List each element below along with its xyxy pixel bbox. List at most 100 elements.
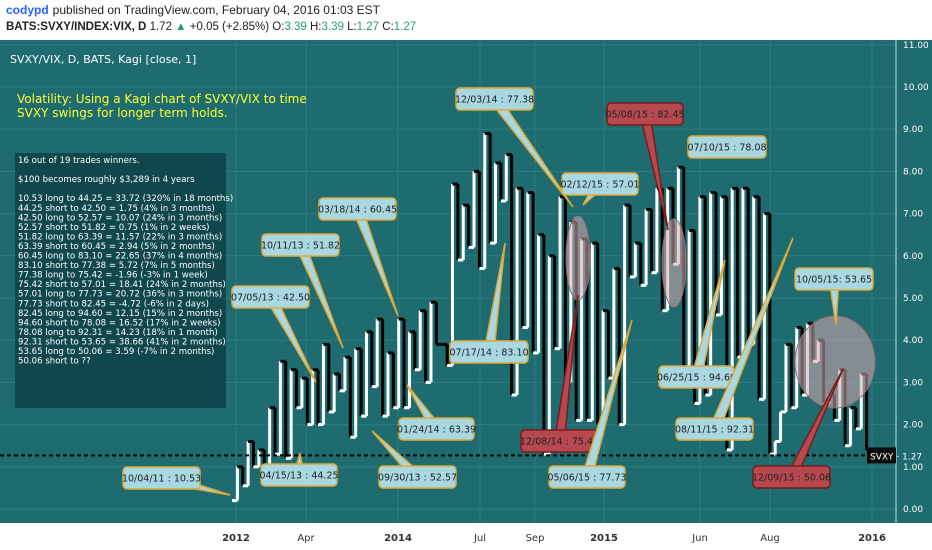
callout-box [231,285,310,309]
callout: 01/24/14 : 63.39 [397,384,476,441]
highlight-ellipse [661,218,687,308]
callout-box [675,417,754,441]
y-tick-label: 7.00 [903,210,923,220]
callout-box [548,465,626,489]
stats-line: 82.45 long to 94.60 = 12.15 (15% in 2 mo… [18,309,222,319]
callout: 10/05/15: 53.65 [794,267,874,326]
x-tick-label: Apr [297,533,315,544]
stats-line: 63.39 short to 60.45 = 2.94 (5% in 2 mon… [18,242,215,252]
callout: 12/03/14 : 77.38 [455,87,574,208]
stats-line: 10.53 long to 44.25 = 33.72 (320% in 18 … [18,194,233,204]
x-tick-label: Sep [526,533,545,544]
callout: 07/05/13 : 42.50 [231,285,317,383]
callout: 12/09/15 : 50.06 [752,368,844,489]
callout-label: 10/04/11 : 10.53 [122,474,201,485]
callout: 03/18/14 : 60.45 [318,197,399,317]
callout: 10/04/11 : 10.53 [122,466,231,496]
symbol-line: BATS:SVXY/INDEX:VIX, D 1.72 ▲ +0.05 (+2.… [6,21,416,33]
x-tick-label: 2015 [590,533,618,544]
stats-panel: 16 out of 19 trades winners. $100 becomes… [15,153,233,408]
callout-box [260,463,338,487]
low-label: L: [347,21,357,33]
stats-line: 50.06 short to ?? [18,357,91,367]
callout: 08/11/15 : 92.31 [675,237,794,441]
stats-panel-bg [15,153,226,408]
callout-box [561,172,639,196]
y-tick-label: 6.00 [903,252,923,262]
high-value: 3.39 [321,21,344,33]
highlight-ellipses [565,215,876,409]
stats-line: 83.10 short to 77.38 = 5.72 (7% in 5 mon… [18,261,215,271]
callout-label: 01/24/14 : 63.39 [397,425,476,436]
callout-label: 12/08/14 : 75.42 [520,437,599,448]
callout-label: 08/11/15 : 92.31 [675,425,754,436]
callout-label: 07/17/14 : 83.10 [449,348,528,359]
x-axis: 2012 Apr 2014 Jul Sep 2015 Jun Aug 2016 [222,533,886,544]
y-axis: 0.00 1.00 2.00 3.00 4.00 5.00 6.00 7.00 8.00 9.00… [895,40,929,523]
callout: 05/06/15 : 77.73 [547,319,633,489]
callout-label: 04/15/13 : 44.25 [259,471,338,482]
publish-header: codypd published on TradingView.com, Febr… [0,0,932,40]
callout-label: 05/08/15 : 82.45 [605,110,684,121]
open-value: 3.39 [284,21,307,33]
stats-line: 42.50 long to 52.57 = 10.07 (24% in 3 mo… [18,213,222,223]
author-link[interactable]: codypd [6,3,49,17]
callout: 07/17/14 : 83.10 [449,242,529,364]
open-label: O: [272,21,285,33]
callout: 05/08/15 : 82.45 [605,102,685,231]
callout-box [794,267,874,291]
high-label: H: [309,21,322,33]
stats-line: $100 becomes roughly $3,289 in 4 years [18,175,195,185]
stats-line: 52.57 short to 51.82 = 0.75 (1% in 2 wee… [18,223,210,233]
change-value: +0.05 (+2.85%) [189,21,270,33]
stats-line: 53.65 long to 50.06 = 3.59 (-7% in 2 mon… [18,347,214,357]
stats-line: 44.25 short to 42.50 = 1.75 (4% in 3 mon… [18,204,215,214]
last-price-line: SVXY · 1.27 [0,447,922,464]
callout-label: 12/09/15 : 50.06 [752,473,831,484]
callout-box [378,465,457,489]
y-tick-label: 8.00 [903,167,923,177]
low-value: 1.27 [356,21,380,33]
callout-box [606,102,684,126]
stats-line: 77.38 long to 75.42 = -1.96 (-3% in 1 we… [18,271,208,281]
stats-line: 75.42 short to 57.01 = 18.41 (24% in 2 m… [18,280,226,290]
stats-line: 78.08 long to 92.31 = 14.23 (18% in 1 mo… [18,328,218,338]
legend-title: SVXY/VIX, D, BATS, Kagi [close, 1] [10,53,196,66]
x-tick-label: Jun [691,533,708,544]
stats-line: 94.60 short to 78.08 = 16.52 (17% in 2 w… [18,318,220,328]
stats-line: 77.73 short to 82.45 = -4.72 (-6% in 2 d… [18,299,209,309]
callout-label: 10/11/13 : 51.82 [261,241,340,252]
callout: 04/15/13 : 44.25 [259,452,339,487]
callout-label: 07/10/15 : 78.08 [687,143,766,154]
callout: 09/30/13 : 52.57 [371,430,457,489]
callout-box [261,233,340,257]
callout-box [455,87,534,111]
highlight-ellipse [794,315,876,409]
last-price-label: SVXY · 1.27 [870,452,922,462]
highlight-ellipse [565,215,591,301]
callout-label: 02/12/15 : 57.01 [560,180,639,191]
last-value: 1.72 [149,21,172,33]
stats-line: 92.31 short to 53.65 = 38.66 (41% in 2 m… [18,337,226,347]
published-text: published on TradingView.com, February 0… [52,3,380,17]
callout-label: 03/18/14 : 60.45 [318,205,397,216]
subtitle-line-1: Volatility: Using a Kagi chart of SVXY/V… [17,92,307,106]
callout: 06/25/15 : 94.60 [657,259,736,389]
y-tick-label: 0.00 [903,505,923,515]
trade-callouts: 10/04/11 : 10.53 04/15/13 : 44.25 07/05/13… [122,87,874,496]
y-tick-label: 10.00 [903,83,929,93]
close-label: C: [382,21,394,33]
publish-line: codypd published on TradingView.com, Febr… [6,3,380,17]
y-axis-panel [896,40,932,550]
x-axis-panel [0,523,932,550]
kagi-chart[interactable]: 0.00 1.00 2.00 3.00 4.00 5.00 6.00 7.00 8.00 9.00… [0,40,932,550]
callout-box [687,135,767,159]
callout: 07/10/15 : 78.08 [687,135,767,159]
callout: 02/12/15 : 57.01 [560,172,640,206]
x-tick-label: 2012 [222,533,250,544]
stats-line: 57.01 long to 77.73 = 20.72 (36% in 3 mo… [18,290,222,300]
y-tick-label: 3.00 [903,378,923,388]
callout: 10/11/13 : 51.82 [261,233,344,349]
callout-box [398,417,475,441]
stats-line: 51.82 long to 63.39 = 11.57 (22% in 3 mo… [18,232,222,242]
